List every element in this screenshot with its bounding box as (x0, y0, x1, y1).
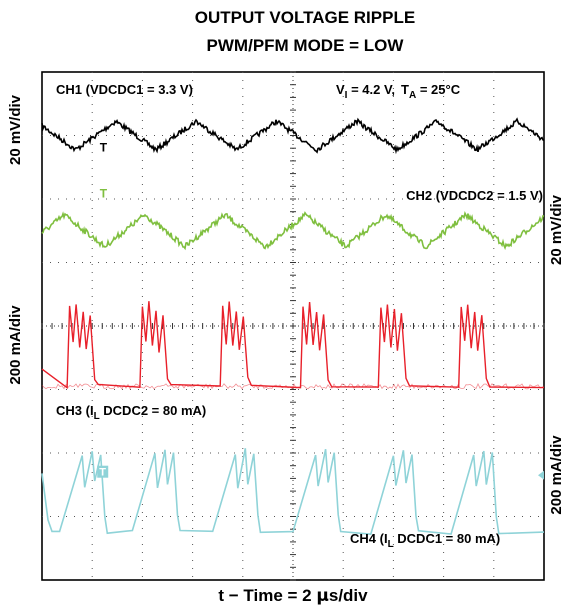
chart-title: OUTPUT VOLTAGE RIPPLE PWM/PFM MODE = LOW (195, 8, 415, 55)
x-axis-label-mu: μ (316, 586, 329, 606)
ch3-label-prefix: CH3 (I (56, 403, 94, 418)
ch4-trigger-marker: T (99, 467, 106, 479)
ch4-trace (41, 448, 545, 536)
ch4-label: CH4 (IL DCDC1 = 80 mA) (350, 531, 500, 550)
ta-symbol: T (401, 82, 409, 97)
traces: T T T (41, 117, 545, 536)
ch1-trigger-marker: T (100, 140, 108, 154)
ch2-trigger-marker: T (100, 187, 108, 201)
ch3-noise (41, 382, 545, 390)
vi-sub: I (345, 90, 348, 101)
title-line-1: OUTPUT VOLTAGE RIPPLE (195, 8, 415, 27)
vi-value: = 4.2 V, (347, 82, 395, 97)
ch1-scale-label: 20 mV/div (7, 94, 24, 165)
title-line-2: PWM/PFM MODE = LOW (207, 36, 405, 55)
ch3-scale-label: 200 mA/div (7, 305, 24, 385)
ch2-label: CH2 (VDCDC2 = 1.5 V) (406, 188, 543, 203)
x-axis-label-part2: s/div (329, 586, 368, 605)
ch3-label-suffix: DCDC2 = 80 mA) (100, 403, 207, 418)
ta-value: = 25°C (416, 82, 460, 97)
ch4-label-suffix: DCDC1 = 80 mA) (394, 531, 501, 546)
ch2-scale-label: 20 mV/div (548, 194, 565, 265)
ch4-label-prefix: CH4 (I (350, 531, 388, 546)
ch4-label-sub: L (388, 539, 394, 550)
x-axis-label-part1: t − Time = 2 (218, 586, 316, 605)
ta-sub: A (409, 90, 416, 101)
vi-symbol: V (336, 82, 345, 97)
ch3-label: CH3 (IL DCDC2 = 80 mA) (56, 403, 206, 422)
conditions-label: VI = 4.2 V, TA = 25°C (336, 82, 461, 101)
ch4-trigger-marker-box (97, 465, 109, 478)
ch4-scale-label: 200 mA/div (548, 435, 565, 515)
ch1-label: CH1 (VDCDC1 = 3.3 V) (56, 82, 193, 97)
ch3-label-sub: L (94, 411, 100, 422)
ch4-ref-arrow (538, 470, 544, 480)
ch1-trace (41, 117, 545, 155)
x-axis-label: t − Time = 2 μs/div (218, 586, 368, 606)
ch3-trace (41, 301, 545, 390)
ch2-trace (41, 210, 545, 251)
